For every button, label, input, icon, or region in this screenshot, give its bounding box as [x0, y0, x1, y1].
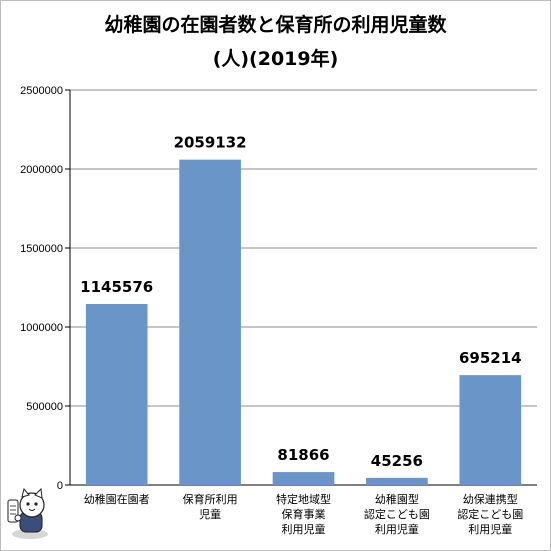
y-tick-label: 2500000	[20, 85, 63, 97]
y-tick-label: 1000000	[20, 322, 63, 334]
bars	[85, 159, 522, 485]
data-labels: 1145576 2059132 81866 45256 695214	[80, 134, 521, 470]
bar	[366, 477, 428, 485]
y-tick-label: 500000	[26, 401, 63, 413]
category-label: 利用児童	[468, 522, 512, 536]
y-tick-label: 1500000	[20, 243, 63, 255]
category-label: 保育所利用	[183, 492, 238, 506]
y-axis-ticks: 0 500000 1000000 1500000 2000000 2500000	[20, 85, 70, 492]
data-label: 2059132	[174, 134, 247, 152]
bar	[272, 472, 335, 485]
category-label: 認定こども園	[364, 507, 430, 521]
category-label: 幼保連携型	[463, 492, 518, 506]
category-label: 利用児童	[375, 522, 419, 536]
chart-subtitle: (人)(2019年)	[212, 48, 339, 70]
category-label: 幼稚園在園者	[84, 493, 150, 506]
cat-mascot-icon	[7, 487, 48, 539]
category-label: 児童	[199, 507, 221, 521]
category-label: 特定地域型	[276, 492, 331, 506]
bar	[179, 159, 241, 485]
chart-title: 幼稚園の在園者数と保育所の利用児童数	[104, 14, 447, 36]
y-tick-label: 2000000	[20, 164, 63, 176]
category-label: 幼稚園型	[375, 492, 419, 506]
y-tick-label: 0	[57, 480, 63, 492]
data-label: 1145576	[80, 278, 153, 296]
bar	[459, 375, 522, 485]
gridlines	[69, 89, 537, 486]
category-label: 保育事業	[282, 507, 326, 521]
data-label: 695214	[459, 349, 522, 367]
data-label: 45256	[371, 452, 423, 470]
bar	[85, 303, 148, 485]
category-label: 認定こども園	[457, 507, 523, 521]
data-label: 81866	[277, 446, 329, 464]
x-axis-categories: 幼稚園在園者 保育所利用児童特定地域型保育事業利用児童幼稚園型認定こども園利用児童…	[84, 492, 524, 536]
category-label: 利用児童	[282, 522, 326, 536]
